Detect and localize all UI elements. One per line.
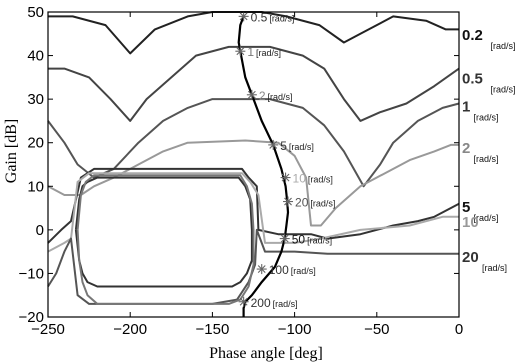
plot-frame [47, 11, 460, 318]
freq-marker-2: 2 [rad/s] [246, 89, 293, 103]
contour-label-5: 5 [rad/s] [462, 199, 499, 223]
contour-label-unit: [rad/s] [482, 263, 507, 273]
contour-label-unit: [rad/s] [474, 113, 499, 123]
contour-label-1: 1 [rad/s] [462, 99, 499, 123]
gain-contour-curve-9 [76, 174, 255, 305]
contour-label-value: 1 [462, 99, 470, 116]
y-tick-label: −20 [19, 309, 44, 326]
freq-marker-50: 50 [rad/s] [279, 233, 332, 247]
gain-contour-curve-8 [74, 176, 253, 288]
y-tick-label: 10 [27, 178, 44, 195]
freq-marker-20: 20 [rad/s] [283, 196, 335, 210]
asterisk-stroke [247, 90, 256, 99]
contour-label-2: 2 [rad/s] [462, 140, 499, 164]
asterisk-stroke [269, 140, 278, 149]
gain-contour-curve-4 [47, 139, 459, 227]
contour-label-unit: [rad/s] [474, 154, 499, 164]
y-tick-label: 0 [36, 222, 44, 239]
freq-marker-0_5: 0.5 [rad/s] [238, 10, 295, 24]
freq-marker-200: 200 [rad/s] [238, 296, 298, 310]
freq-marker-label: 200 [rad/s] [251, 296, 298, 310]
freq-marker-label: 1 [rad/s] [247, 45, 281, 59]
y-tick-label: −10 [19, 265, 44, 282]
asterisk-stroke [284, 197, 292, 206]
y-axis-ticks: −20 −10 0 10 20 30 40 50 [19, 4, 459, 326]
contour-label-0_5: 0.5 [rad/s] [462, 70, 516, 94]
x-axis-label: Phase angle [deg] [209, 345, 323, 362]
freq-marker-5: 5 [rad/s] [268, 139, 314, 153]
freq-marker-10: 10 [rad/s] [280, 172, 333, 186]
x-tick-label: −50 [364, 321, 389, 338]
gain-contour-curve-1 [48, 11, 459, 55]
contour-labels: 0.2 [rad/s] 0.5 [rad/s] 1 [rad/s] 2 [rad/s] 5 [ra… [462, 27, 516, 273]
gain-contour-curve-2 [48, 45, 460, 122]
freq-marker-label: 20 [rad/s] [295, 196, 335, 210]
contour-label-value: 20 [462, 249, 479, 266]
x-tick-label: −250 [31, 321, 65, 338]
asterisk-stroke [257, 265, 266, 273]
contour-label-unit: [rad/s] [491, 84, 516, 94]
freq-marker-100: 100 [rad/s] [256, 263, 316, 277]
freq-marker-label: 100 [rad/s] [269, 263, 316, 277]
y-tick-label: 40 [27, 48, 44, 65]
contour-label-value: 2 [462, 140, 470, 157]
asterisk-stroke [236, 47, 245, 56]
x-tick-label: −200 [113, 321, 147, 338]
contour-label-value: 0.5 [462, 70, 483, 87]
gain-contour-curves [47, 11, 460, 305]
freq-marker-label: 50 [rad/s] [292, 233, 332, 247]
contour-label-value: 0.2 [462, 27, 483, 44]
asterisk-stroke [280, 234, 289, 243]
asterisk-stroke [281, 173, 290, 182]
x-tick-label: −150 [196, 321, 230, 338]
freq-marker-1: 1 [rad/s] [235, 45, 281, 59]
asterisk-stroke [239, 12, 248, 21]
contour-label-10: 10 [462, 214, 479, 231]
freq-marker-label: 5 [rad/s] [280, 139, 314, 153]
asterisk-stroke [239, 297, 248, 306]
contour-label-value: 5 [462, 199, 470, 216]
contour-label-unit: [rad/s] [474, 213, 499, 223]
contour-label-20: 20[rad/s] [462, 249, 507, 273]
frequency-markers: 0.5 [rad/s] 1 [rad/s] 2 [rad/s] 5 [rad/s] 10 [rad… [235, 10, 335, 310]
freq-marker-label: 10 [rad/s] [293, 172, 333, 186]
y-tick-label: 50 [27, 4, 44, 21]
freq-marker-label: 0.5 [rad/s] [251, 10, 295, 24]
y-tick-label: 30 [27, 91, 44, 108]
y-axis-label: Gain [dB] [3, 119, 20, 183]
freq-marker-label: 2 [rad/s] [259, 89, 293, 103]
contour-label-value: 10 [462, 214, 479, 231]
gain-contour-curve-6 [47, 172, 459, 253]
contour-label-unit: [rad/s] [491, 41, 516, 51]
contour-label-0_2: 0.2 [rad/s] [462, 27, 516, 51]
x-tick-label: 0 [455, 321, 463, 338]
y-tick-label: 20 [27, 135, 44, 152]
gain-contour-curve-5 [47, 167, 460, 244]
x-axis-ticks: −250 −200 −150 −100 −50 0 [31, 12, 463, 338]
gain-contour-curve-3 [47, 98, 460, 188]
x-tick-label: −100 [278, 321, 312, 338]
